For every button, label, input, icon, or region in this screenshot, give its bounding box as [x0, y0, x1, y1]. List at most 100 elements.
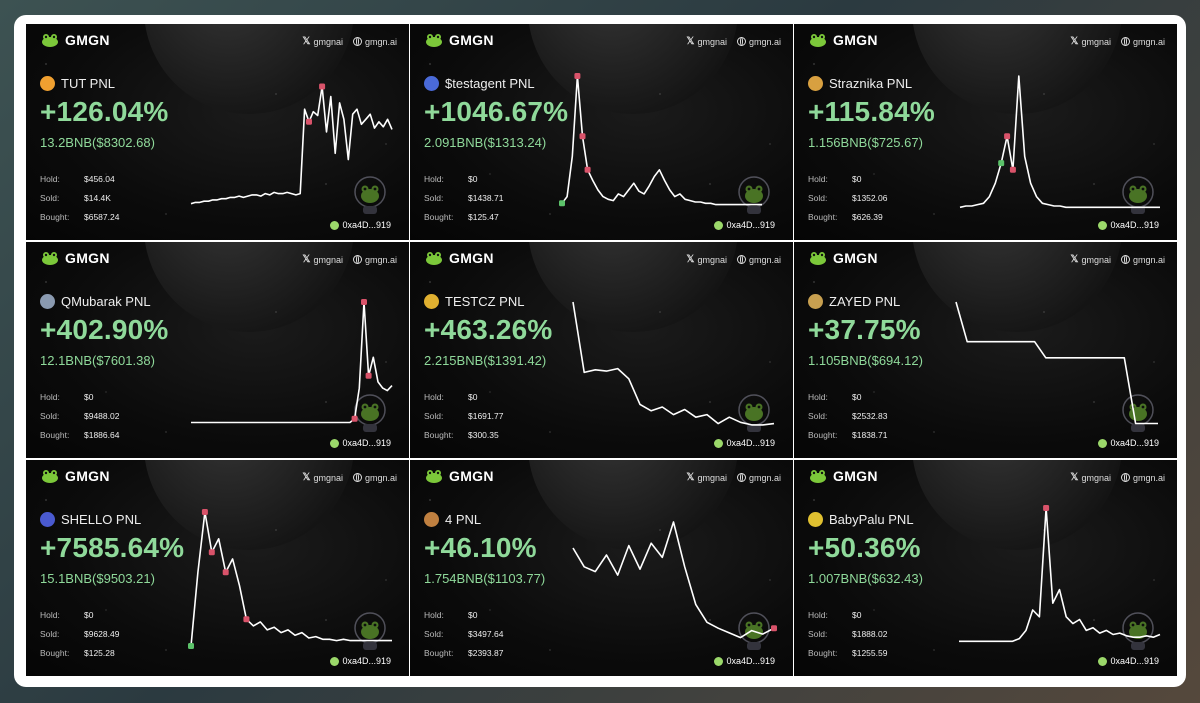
site-url: gmgn.ai: [1132, 36, 1165, 47]
brand-name: GMGN: [449, 250, 494, 266]
stat-label: Sold:: [424, 411, 444, 421]
stat-value: $0: [84, 392, 94, 402]
site-url: gmgn.ai: [364, 254, 397, 265]
stat-row: Bought: $6587.24: [40, 208, 119, 227]
token-icon: [808, 294, 823, 309]
brand-logo: GMGN: [808, 468, 878, 484]
site-link[interactable]: gmgn.ai: [1120, 36, 1165, 47]
stat-row: Bought: $125.47: [424, 208, 503, 227]
stat-value: $0: [84, 610, 94, 620]
stat-label: Sold:: [40, 629, 60, 639]
stat-row: Bought: $626.39: [808, 208, 887, 227]
site-link[interactable]: gmgn.ai: [1120, 254, 1165, 265]
x-icon: 𝕏: [1070, 36, 1079, 47]
site-link[interactable]: gmgn.ai: [352, 36, 397, 47]
x-handle: gmgnai: [697, 254, 727, 265]
token-icon: [424, 294, 439, 309]
brand-name: GMGN: [449, 468, 494, 484]
frog-logo-icon: [42, 470, 58, 483]
globe-icon: [1120, 473, 1130, 482]
brand-name: GMGN: [65, 32, 110, 48]
brand-logo: GMGN: [40, 32, 110, 48]
frog-logo-icon: [810, 470, 826, 483]
stat-row: Hold: $0: [808, 388, 887, 407]
wallet-avatar-icon: [1098, 438, 1108, 448]
x-icon: 𝕏: [302, 254, 311, 265]
globe-icon: [736, 473, 746, 482]
token-icon: [40, 512, 55, 527]
site-url: gmgn.ai: [748, 472, 781, 483]
x-handle: gmgnai: [1081, 472, 1111, 483]
site-url: gmgn.ai: [748, 36, 781, 47]
stat-label: Bought:: [424, 212, 454, 222]
site-link[interactable]: gmgn.ai: [352, 472, 397, 483]
wallet-badge: 0xa4D...919: [330, 656, 391, 666]
stat-value: $1888.02: [852, 629, 888, 639]
site-link[interactable]: gmgn.ai: [736, 472, 781, 483]
stat-value: $1438.71: [468, 193, 504, 203]
pnl-amount: 2.215BNB($1391.42): [424, 353, 547, 368]
brand-name: GMGN: [833, 250, 878, 266]
stat-row: Sold: $1691.77: [424, 407, 503, 426]
stat-value: $456.04: [84, 174, 115, 184]
wallet-address: 0xa4D...919: [1110, 656, 1159, 666]
stat-row: Sold: $3497.64: [424, 625, 503, 644]
frog-logo-icon: [426, 252, 442, 265]
token-header: TUT PNL: [40, 76, 115, 91]
wallet-avatar-icon: [1098, 656, 1108, 666]
site-link[interactable]: gmgn.ai: [736, 36, 781, 47]
pnl-percentage: +50.36%: [808, 532, 921, 563]
site-link[interactable]: gmgn.ai: [352, 254, 397, 265]
token-icon: [40, 294, 55, 309]
frog-astronaut-icon: [1122, 612, 1154, 650]
trade-stats: Hold: $0 Sold: $1352.06 Bought: $626.39: [808, 170, 887, 227]
site-link[interactable]: gmgn.ai: [736, 254, 781, 265]
stat-label: Hold:: [808, 610, 828, 620]
wallet-address: 0xa4D...919: [342, 438, 391, 448]
site-url: gmgn.ai: [1132, 254, 1165, 265]
wallet-address: 0xa4D...919: [1110, 438, 1159, 448]
token-header: Straznika PNL: [808, 76, 912, 91]
brand-name: GMGN: [65, 250, 110, 266]
x-handle: gmgnai: [1081, 36, 1111, 47]
token-pnl-title: $testagent PNL: [445, 76, 535, 91]
stat-row: Hold: $0: [40, 606, 119, 625]
trade-stats: Hold: $0 Sold: $1888.02 Bought: $1255.59: [808, 606, 887, 663]
stat-value: $626.39: [852, 212, 883, 222]
token-pnl-title: TESTCZ PNL: [445, 294, 525, 309]
token-header: SHELLO PNL: [40, 512, 141, 527]
trade-stats: Hold: $0 Sold: $9488.02 Bought: $1886.64: [40, 388, 119, 445]
stat-row: Hold: $0: [424, 606, 503, 625]
stat-value: $0: [468, 392, 478, 402]
brand-name: GMGN: [449, 32, 494, 48]
site-link[interactable]: gmgn.ai: [1120, 472, 1165, 483]
x-icon: 𝕏: [1070, 254, 1079, 265]
token-pnl-title: ZAYED PNL: [829, 294, 901, 309]
trade-stats: Hold: $0 Sold: $9628.49 Bought: $125.28: [40, 606, 119, 663]
wallet-badge: 0xa4D...919: [1098, 220, 1159, 230]
pnl-percentage: +115.84%: [808, 96, 935, 127]
frog-logo-icon: [42, 252, 58, 265]
